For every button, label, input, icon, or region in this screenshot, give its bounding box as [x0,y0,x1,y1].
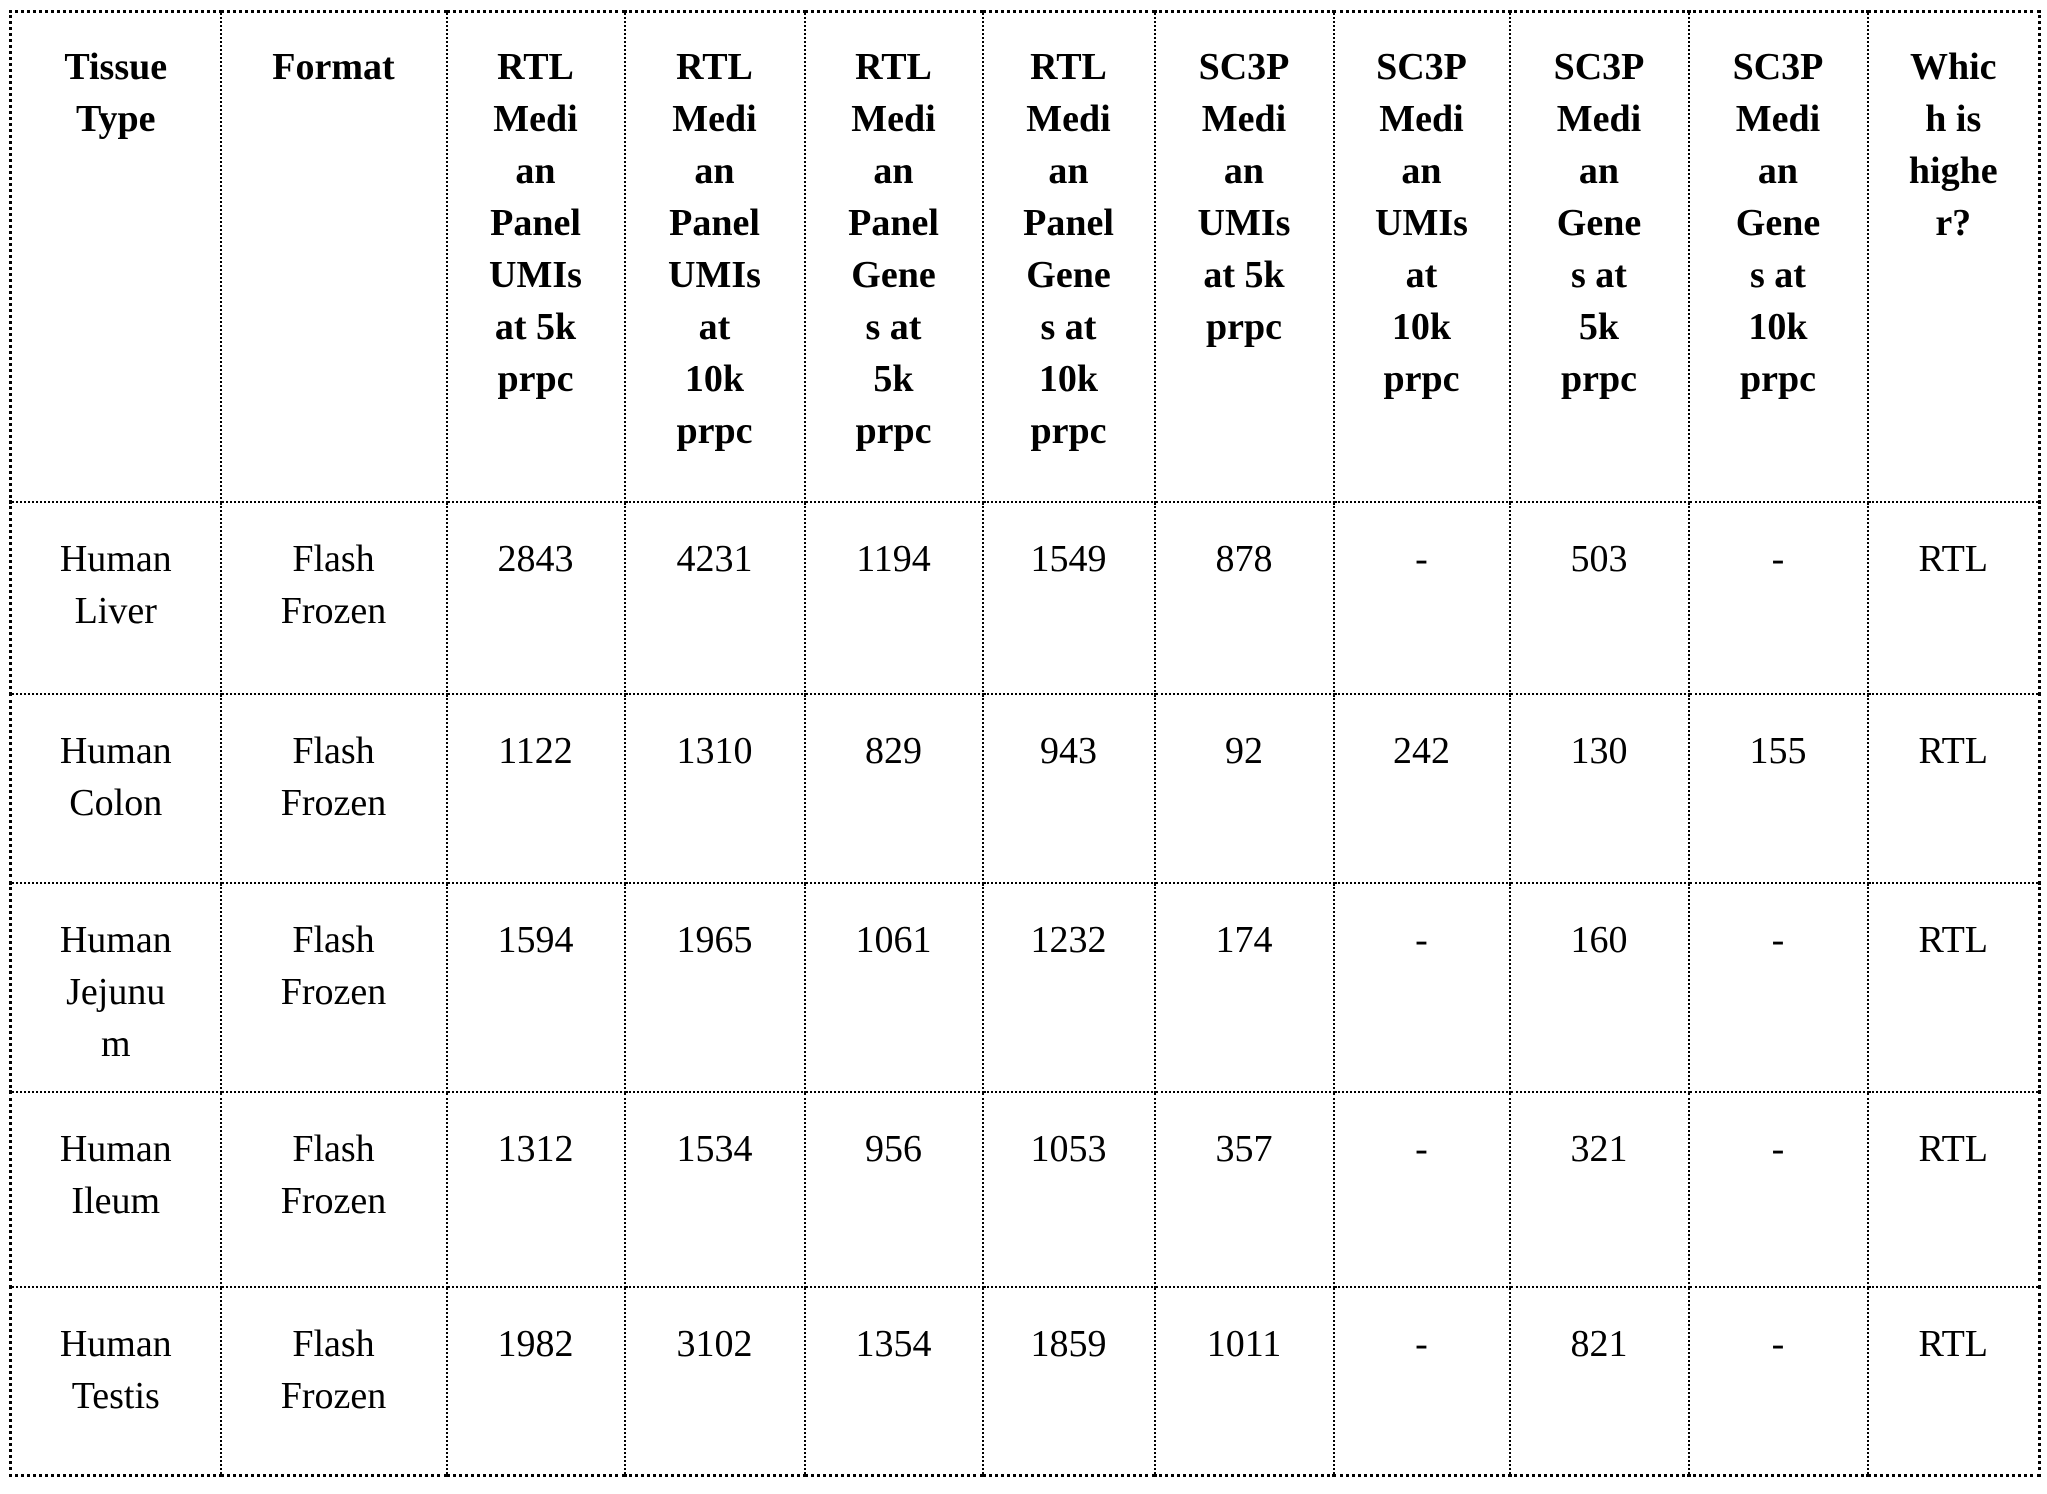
cell-sc3p-genes-5k: 321 [1508,1090,1690,1288]
cell-rtl-genes-10k: 943 [981,692,1156,884]
cell-format: Flash Frozen [219,1285,448,1477]
cell-rtl-genes-10k: 1549 [981,500,1156,695]
cell-rtl-genes-5k: 1354 [803,1285,984,1477]
cell-rtl-umis-10k: 3102 [623,1285,806,1477]
col-header-format: Format [219,10,448,503]
cell-rtl-umis-5k: 1122 [445,692,626,884]
cell-which-higher: RTL [1866,692,2041,884]
cell-sc3p-umis-10k: - [1332,1285,1511,1477]
cell-sc3p-umis-5k: 1011 [1153,1285,1335,1477]
col-header-tissue-type: Tissue Type [9,10,222,503]
cell-rtl-umis-10k: 1310 [623,692,806,884]
table-row: Human Jejunu m Flash Frozen 1594 1965 10… [9,881,2041,1093]
cell-sc3p-genes-10k: - [1687,881,1869,1093]
col-header-which-higher: Whic h is highe r? [1866,10,2041,503]
table-row: Human Ileum Flash Frozen 1312 1534 956 1… [9,1090,2041,1288]
cell-rtl-umis-5k: 1594 [445,881,626,1093]
cell-rtl-genes-5k: 1194 [803,500,984,695]
cell-tissue: Human Ileum [9,1090,222,1288]
cell-format: Flash Frozen [219,500,448,695]
cell-sc3p-umis-5k: 174 [1153,881,1335,1093]
cell-rtl-genes-10k: 1053 [981,1090,1156,1288]
cell-sc3p-genes-5k: 821 [1508,1285,1690,1477]
cell-rtl-umis-5k: 2843 [445,500,626,695]
cell-rtl-umis-10k: 1534 [623,1090,806,1288]
cell-rtl-umis-5k: 1312 [445,1090,626,1288]
cell-sc3p-genes-5k: 130 [1508,692,1690,884]
col-header-rtl-genes-5k: RTL Medi an Panel Gene s at 5k prpc [803,10,984,503]
cell-sc3p-umis-10k: - [1332,881,1511,1093]
col-header-sc3p-genes-10k: SC3P Medi an Gene s at 10k prpc [1687,10,1869,503]
cell-tissue: Human Testis [9,1285,222,1477]
cell-sc3p-genes-5k: 160 [1508,881,1690,1093]
cell-sc3p-umis-10k: - [1332,1090,1511,1288]
cell-sc3p-umis-10k: 242 [1332,692,1511,884]
cell-which-higher: RTL [1866,1090,2041,1288]
tissue-comparison-table: Tissue Type Format RTL Medi an Panel UMI… [9,10,2041,1477]
cell-sc3p-genes-10k: - [1687,1285,1869,1477]
cell-rtl-genes-5k: 829 [803,692,984,884]
col-header-rtl-umis-10k: RTL Medi an Panel UMIs at 10k prpc [623,10,806,503]
cell-sc3p-genes-5k: 503 [1508,500,1690,695]
cell-tissue: Human Colon [9,692,222,884]
cell-rtl-genes-10k: 1859 [981,1285,1156,1477]
cell-rtl-genes-10k: 1232 [981,881,1156,1093]
cell-sc3p-umis-5k: 92 [1153,692,1335,884]
cell-sc3p-genes-10k: 155 [1687,692,1869,884]
cell-sc3p-umis-10k: - [1332,500,1511,695]
cell-tissue: Human Liver [9,500,222,695]
table-row: Human Testis Flash Frozen 1982 3102 1354… [9,1285,2041,1477]
cell-which-higher: RTL [1866,1285,2041,1477]
cell-format: Flash Frozen [219,692,448,884]
cell-sc3p-umis-5k: 357 [1153,1090,1335,1288]
col-header-sc3p-umis-10k: SC3P Medi an UMIs at 10k prpc [1332,10,1511,503]
cell-rtl-genes-5k: 956 [803,1090,984,1288]
cell-tissue: Human Jejunu m [9,881,222,1093]
cell-format: Flash Frozen [219,1090,448,1288]
col-header-sc3p-umis-5k: SC3P Medi an UMIs at 5k prpc [1153,10,1335,503]
table-row: Human Colon Flash Frozen 1122 1310 829 9… [9,692,2041,884]
col-header-rtl-genes-10k: RTL Medi an Panel Gene s at 10k prpc [981,10,1156,503]
cell-rtl-umis-10k: 1965 [623,881,806,1093]
cell-sc3p-genes-10k: - [1687,1090,1869,1288]
col-header-rtl-umis-5k: RTL Medi an Panel UMIs at 5k prpc [445,10,626,503]
cell-which-higher: RTL [1866,500,2041,695]
cell-sc3p-genes-10k: - [1687,500,1869,695]
cell-format: Flash Frozen [219,881,448,1093]
cell-rtl-umis-10k: 4231 [623,500,806,695]
cell-rtl-umis-5k: 1982 [445,1285,626,1477]
col-header-sc3p-genes-5k: SC3P Medi an Gene s at 5k prpc [1508,10,1690,503]
table-header-row: Tissue Type Format RTL Medi an Panel UMI… [9,10,2041,503]
cell-which-higher: RTL [1866,881,2041,1093]
table-row: Human Liver Flash Frozen 2843 4231 1194 … [9,500,2041,695]
cell-rtl-genes-5k: 1061 [803,881,984,1093]
cell-sc3p-umis-5k: 878 [1153,500,1335,695]
